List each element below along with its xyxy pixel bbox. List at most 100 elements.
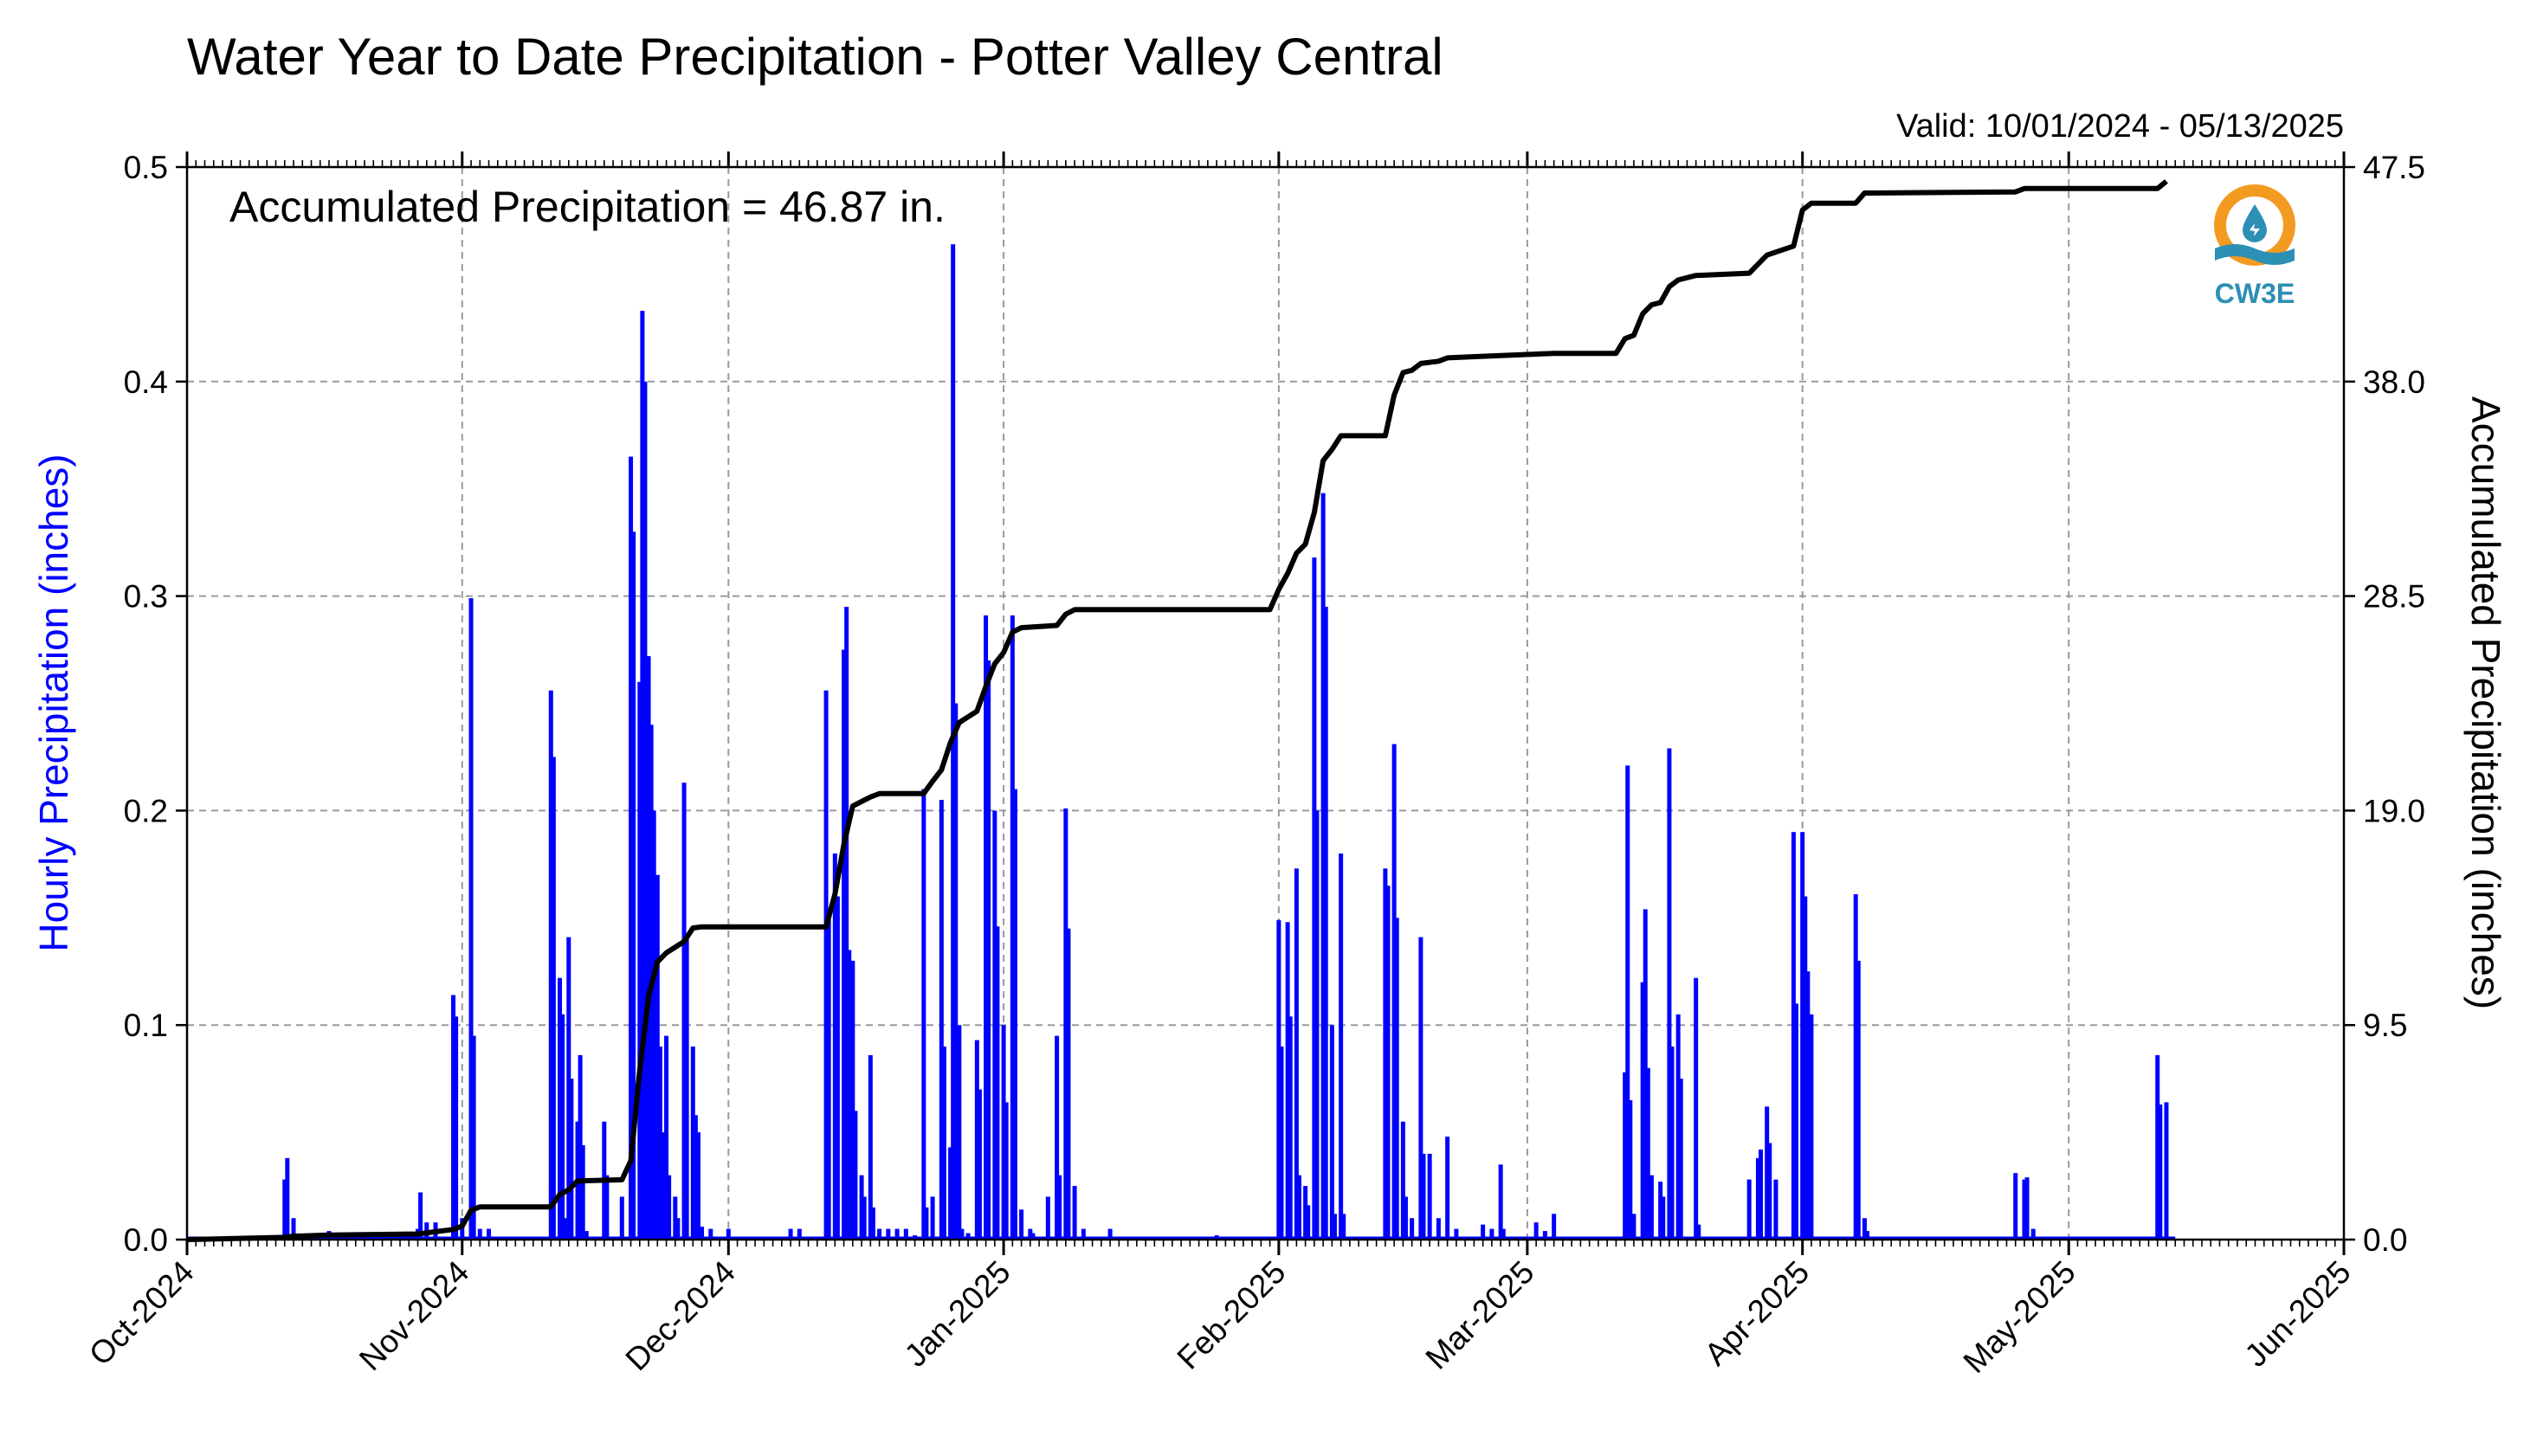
hourly-precip-bar (965, 1233, 971, 1240)
hourly-precip-bar (832, 853, 837, 1240)
hourly-precip-bar (681, 783, 687, 1240)
y-axis-label-right: Accumulated Precipitation (inches) (2463, 396, 2508, 1009)
hourly-precip-bar (651, 810, 656, 1240)
hourly-precip-bar (558, 977, 563, 1240)
hourly-precip-bar (924, 1207, 929, 1240)
hourly-precip-bar (1755, 1157, 1760, 1240)
hourly-precip-bar (953, 703, 959, 1240)
hourly-precip-bar (1498, 1164, 1503, 1240)
hourly-precip-bar (2024, 1177, 2030, 1240)
hourly-precip-bar (1640, 982, 1645, 1240)
y-axis-label-left: Hourly Precipitation (inches) (31, 454, 76, 951)
accumulated-precip-line (186, 179, 2168, 1242)
hourly-precip-bar (578, 1054, 583, 1240)
hourly-precip-bar (657, 1046, 662, 1240)
hourly-precip-bar (903, 1228, 908, 1240)
hourly-precip-bar (291, 1218, 296, 1240)
hourly-precip-bar (1805, 971, 1811, 1240)
hourly-precip-bar (695, 1132, 700, 1240)
hourly-precip-bar (684, 939, 689, 1240)
hourly-precip-bar (1803, 896, 1808, 1240)
hourly-precip-bar (642, 381, 648, 1240)
accumulated-precip-line-group (186, 179, 2168, 1242)
hourly-precip-bar (1865, 1231, 1870, 1240)
hourly-precip-bar (631, 532, 636, 1240)
hourly-precip-bar (655, 874, 660, 1240)
hourly-precip-bar (974, 1040, 979, 1240)
hourly-precip-bar (1400, 1121, 1405, 1240)
hourly-precip-bar (1019, 1209, 1024, 1240)
hourly-precip-bar (1791, 832, 1796, 1240)
x-tick-label: Dec-2024 (619, 1254, 742, 1377)
cw3e-logo: CW3E (2214, 184, 2295, 309)
hourly-precip-bar (726, 1228, 731, 1240)
hourly-precip-bar (548, 690, 553, 1240)
hourly-precip-bar (1853, 894, 1858, 1240)
hourly-precip-bar (285, 1157, 290, 1240)
hourly-precip-bar (886, 1228, 891, 1240)
hourly-precip-bar (870, 1207, 875, 1240)
y-tick-label-right: 28.5 (2363, 579, 2425, 615)
hourly-precip-bar (629, 456, 634, 1240)
hourly-precip-bar (282, 1179, 287, 1240)
hourly-precip-bar (1288, 1016, 1293, 1240)
hourly-precip-bar (619, 1196, 624, 1240)
hourly-precip-bar (1312, 557, 1317, 1240)
hourly-precip-bar (992, 810, 997, 1240)
hourly-precip-bar (563, 1218, 568, 1240)
gridlines (187, 167, 2344, 1240)
hourly-precip-bar (877, 1228, 882, 1240)
hourly-precip-bar (1063, 808, 1068, 1240)
hourly-precip-bar (1320, 493, 1326, 1240)
x-tick-label: Jun-2025 (2238, 1254, 2358, 1374)
hourly-precip-bar (1339, 853, 1344, 1240)
hourly-precip-bar (1045, 1196, 1050, 1240)
x-tick-label: May-2025 (1957, 1254, 2082, 1380)
x-tick-label: Mar-2025 (1419, 1254, 1541, 1376)
hourly-precip-bars (187, 244, 2176, 1240)
hourly-precip-bar (1625, 765, 1630, 1240)
hourly-precip-bar (708, 1228, 713, 1240)
axis-ticks: 0.0 0.1 0.2 0.3 0.4 0.5 0.0 9.5 19.0 28.5 38.0 47.5… (82, 150, 2425, 1380)
hourly-precip-bar (1323, 606, 1328, 1240)
valid-date-range: Valid: 10/01/2024 - 05/13/2025 (1896, 108, 2344, 145)
hourly-precip-bar (1678, 1079, 1683, 1240)
hourly-precip-bar (948, 1147, 953, 1240)
hourly-precip-bar (835, 896, 840, 1240)
y-tick-label-left: 0.5 (124, 150, 168, 185)
hourly-precip-bar (673, 1196, 678, 1240)
hourly-precip-bar (894, 1228, 900, 1240)
x-tick-label: Oct-2024 (82, 1254, 201, 1373)
hourly-precip-bar (1696, 1224, 1701, 1240)
y-tick-label-right: 0.0 (2363, 1222, 2407, 1258)
hourly-precip-bar (640, 311, 645, 1240)
hourly-precip-bar (1421, 1153, 1426, 1240)
hourly-precip-bar (868, 1054, 873, 1240)
hourly-precip-bar (477, 1228, 482, 1240)
hourly-precip-bar (1767, 1143, 1772, 1240)
hourly-precip-bar (1445, 1137, 1450, 1240)
hourly-precip-bar (1383, 868, 1388, 1240)
hourly-precip-bar (859, 1175, 864, 1240)
hourly-precip-bar (1012, 789, 1017, 1240)
hourly-precip-bar (1081, 1228, 1086, 1240)
hourly-precip-bar (1759, 1149, 1764, 1240)
hourly-precip-bar (690, 1046, 695, 1240)
hourly-precip-bar (1004, 1102, 1009, 1240)
hourly-precip-bar (667, 1175, 672, 1240)
hourly-precip-bar (560, 1014, 565, 1240)
y-tick-label-left: 0.4 (124, 364, 168, 400)
hourly-precip-bar (995, 926, 1000, 1240)
hourly-precip-bar (1501, 1228, 1506, 1240)
hourly-precip-bar (2164, 1102, 2169, 1240)
hourly-precip-bar (1341, 1214, 1346, 1240)
hourly-precip-bar (1454, 1228, 1459, 1240)
hourly-precip-bar (1391, 744, 1397, 1240)
hourly-precip-bar (1427, 1153, 1432, 1240)
y-tick-label-left: 0.2 (124, 793, 168, 828)
x-tick-label: Apr-2025 (1698, 1254, 1817, 1373)
hourly-precip-bar (660, 1132, 665, 1240)
x-tick-label: Feb-2025 (1171, 1254, 1293, 1376)
hourly-precip-bar (1667, 748, 1672, 1240)
hourly-precip-bar (921, 789, 926, 1240)
